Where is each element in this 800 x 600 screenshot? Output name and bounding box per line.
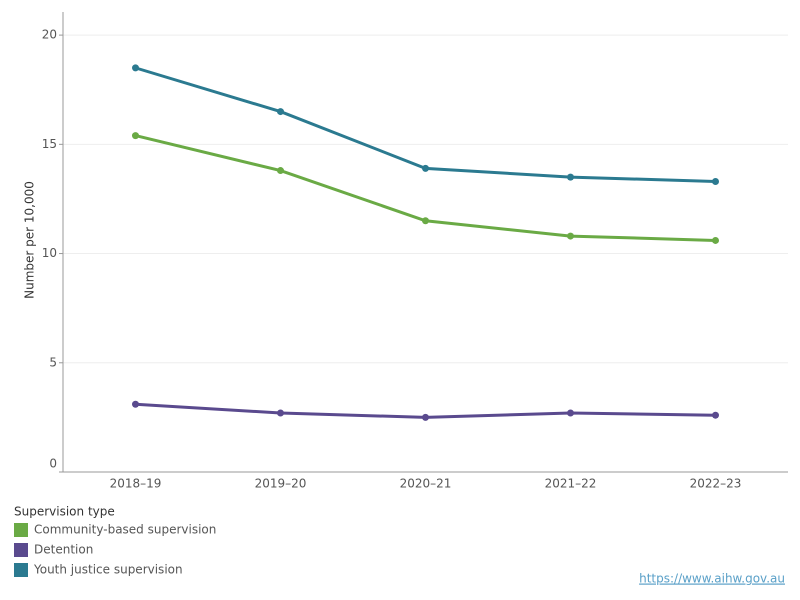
data-point [712,411,719,419]
data-point [277,409,284,417]
data-point [277,167,284,175]
y-tick-label: 5 [49,355,57,369]
data-point [132,64,139,72]
legend-label: Community-based supervision [34,523,216,537]
source-link[interactable]: https://www.aihw.gov.au [639,572,785,586]
y-tick-label: 15 [42,137,57,151]
legend-label: Detention [34,543,93,557]
x-tick-label: 2021–22 [545,477,597,491]
series-line [135,134,716,242]
data-point [422,413,429,421]
data-point [132,132,139,140]
data-point [422,217,429,225]
data-point [567,232,574,240]
data-point [567,409,574,417]
x-tick-label: 2018–19 [110,477,162,491]
x-tick-label: 2022–23 [690,477,742,491]
data-point [712,177,719,185]
series-line [135,66,716,183]
y-axis-label: Number per 10,000 [23,181,37,299]
y-tick-label: 0 [49,457,57,471]
legend-swatch [14,543,28,557]
y-tick-label: 10 [42,246,57,260]
legend-swatch [14,523,28,537]
x-tick-label: 2020–21 [400,477,452,491]
legend-swatch [14,563,28,577]
data-point [132,400,139,408]
x-tick-label: 2019–20 [255,477,307,491]
data-point [567,173,574,181]
data-point [422,164,429,172]
data-point [277,108,284,116]
y-tick-label: 20 [42,28,57,42]
legend-title: Supervision type [14,505,115,519]
legend-label: Youth justice supervision [33,563,183,577]
data-point [712,236,719,244]
